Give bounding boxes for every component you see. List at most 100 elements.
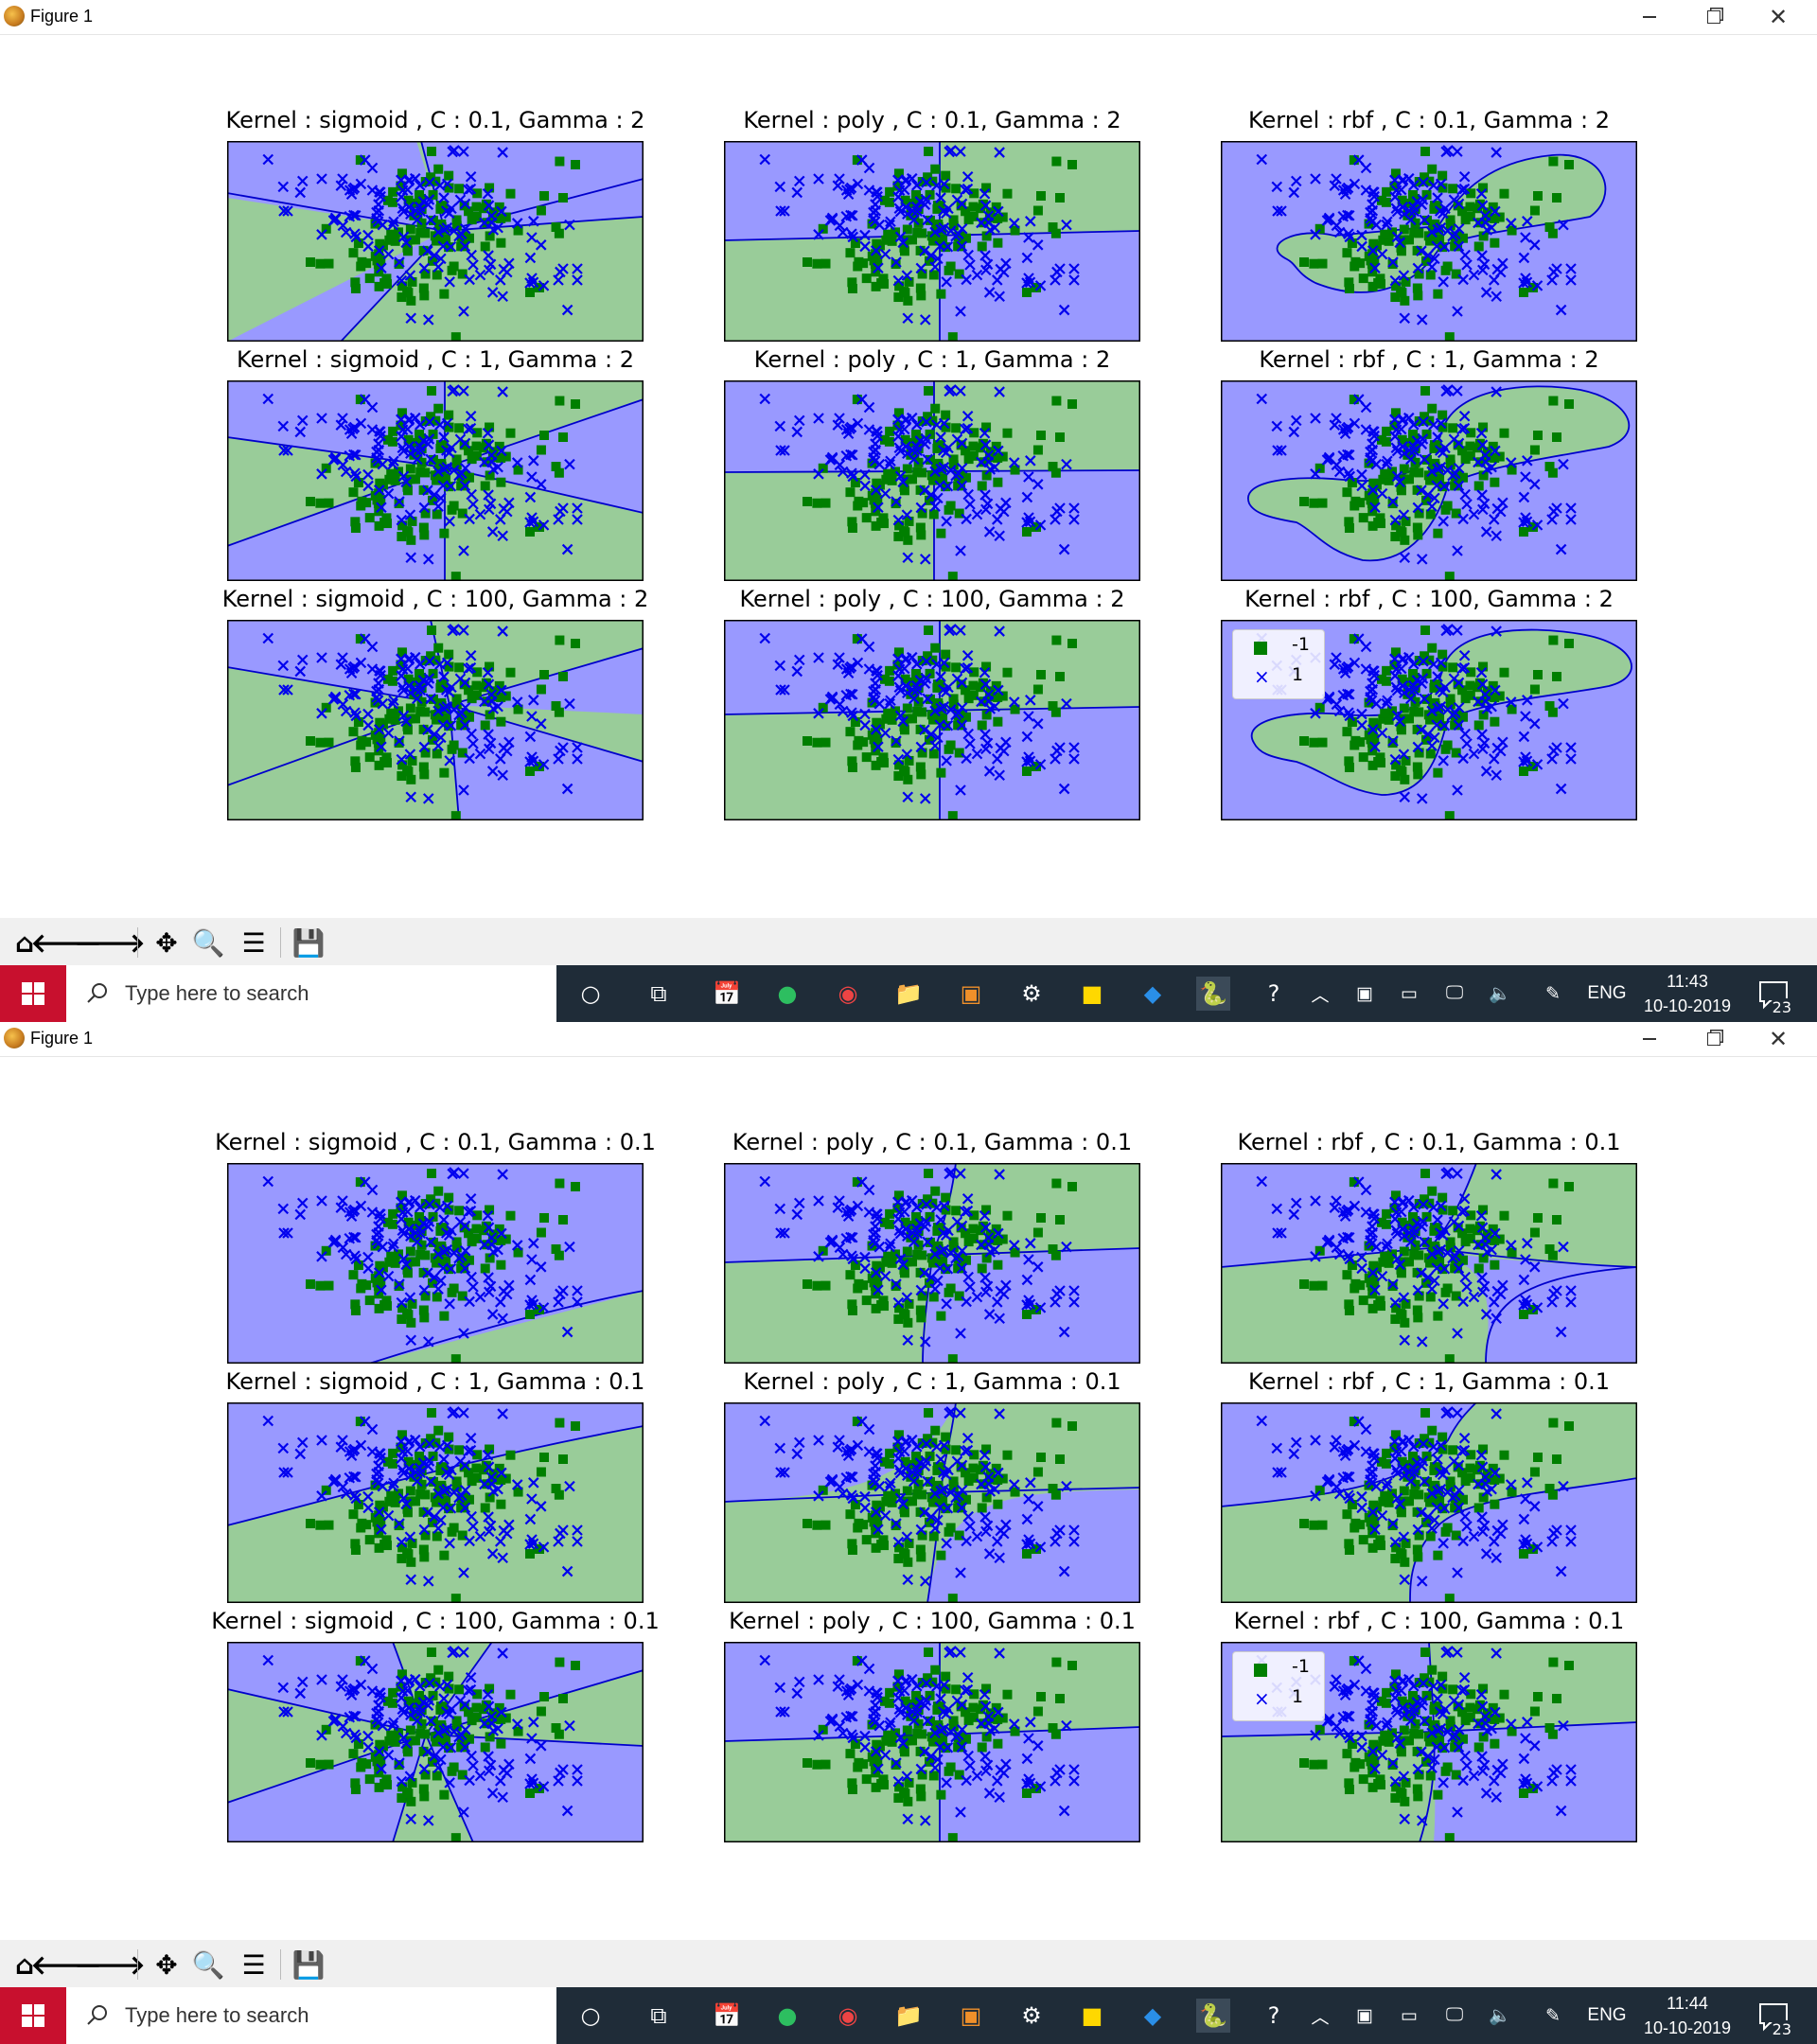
class-neg1-point <box>1378 474 1388 485</box>
input-language-button[interactable]: ENG <box>1582 965 1632 1022</box>
taskbar-app-button[interactable]: ◉ <box>831 977 865 1011</box>
taskbar-app-button[interactable]: ? <box>1257 977 1291 1011</box>
class-1-point <box>441 1484 453 1495</box>
class-1-point <box>911 180 923 191</box>
zoom-icon: 🔍 <box>191 926 225 959</box>
class-1-point <box>394 1757 405 1769</box>
taskbar-app-button[interactable]: ○ <box>573 977 608 1011</box>
tray-battery-button[interactable]: ▭ <box>1393 965 1425 1022</box>
class-1-point <box>921 656 932 667</box>
minimize-button[interactable] <box>1618 0 1681 34</box>
taskbar-app-button[interactable]: ■ <box>1075 977 1109 1011</box>
help-icon: ? <box>1267 980 1280 1007</box>
taskbar-clock[interactable]: 11:43 10-10-2019 <box>1635 969 1739 1018</box>
class-1-point <box>1432 192 1443 203</box>
class-neg1-point <box>397 1793 407 1804</box>
class-1-point <box>870 1460 881 1471</box>
class-1-point <box>1565 514 1577 525</box>
minimize-button[interactable] <box>1618 1022 1681 1056</box>
class-neg1-point <box>387 1458 397 1469</box>
show-hidden-icons-button[interactable]: ︿ <box>1306 965 1334 1022</box>
window-titlebar[interactable]: Figure 1 ✕ <box>0 0 1817 35</box>
class-neg1-point <box>891 467 901 477</box>
class-neg1-point <box>355 1177 365 1188</box>
class-1-point <box>444 1298 455 1310</box>
configure-subplots-button[interactable]: ☰ <box>235 925 273 960</box>
class-neg1-point <box>451 1237 462 1247</box>
class-neg1-point <box>1396 246 1406 256</box>
back-button[interactable]: 🡐 <box>30 925 101 960</box>
class-1-point <box>901 1292 913 1303</box>
figure-canvas[interactable]: Kernel : sigmoid , C : 0.1, Gamma : 2 Ker… <box>0 35 1817 917</box>
class-1-point <box>900 441 912 452</box>
class-neg1-point <box>1548 635 1559 645</box>
home-button[interactable]: ⌂ <box>6 925 44 960</box>
forward-button[interactable]: 🡒 <box>74 925 145 960</box>
restore-button[interactable] <box>1683 0 1745 34</box>
tray-app-button[interactable]: ▣ <box>1349 965 1381 1022</box>
class-neg1-point <box>930 164 941 174</box>
taskbar-search-box[interactable]: Type here to search <box>66 965 556 1022</box>
close-button[interactable]: ✕ <box>1747 0 1809 34</box>
class-neg1-point <box>917 1250 927 1260</box>
taskbar-app-button[interactable]: ● <box>770 977 804 1011</box>
class-neg1-point <box>480 241 490 252</box>
class-neg1-point <box>915 283 926 293</box>
class-1-point <box>1452 545 1463 556</box>
taskbar-app-button[interactable]: 📁 <box>891 977 926 1011</box>
tray-pen-button[interactable]: ✎ <box>1537 965 1569 1022</box>
class-neg1-point <box>1412 245 1422 256</box>
pan-button[interactable]: ✥ <box>148 925 185 960</box>
class-1-point <box>1343 1232 1355 1243</box>
class-1-point <box>906 412 918 424</box>
class-neg1-point <box>1427 643 1438 653</box>
action-center-button[interactable]: 23 <box>1755 975 1794 1016</box>
class-neg1-point <box>883 229 893 239</box>
class-1-point <box>1068 1536 1080 1547</box>
class-neg1-point <box>494 441 504 451</box>
class-neg1-point <box>1051 1657 1062 1667</box>
save-button[interactable]: 💾 <box>290 925 327 960</box>
class-neg1-point <box>1445 699 1455 710</box>
taskbar-app-button[interactable]: ◆ <box>1136 977 1170 1011</box>
class-neg1-point <box>867 730 877 740</box>
close-button[interactable]: ✕ <box>1747 1022 1809 1056</box>
class-neg1-point <box>1547 228 1558 238</box>
class-neg1-point <box>891 1249 901 1260</box>
taskbar-app-button[interactable]: 📅 <box>710 977 744 1011</box>
figure-canvas[interactable]: Kernel : sigmoid , C : 0.1, Gamma : 0.1 K… <box>0 1057 1817 1939</box>
tray-network-button[interactable]: 🖵 <box>1438 965 1471 1022</box>
window-titlebar[interactable]: Figure 1 ✕ <box>0 1022 1817 1057</box>
class-1-point <box>919 793 931 804</box>
class-1-point <box>906 1673 918 1685</box>
decision-region-plot <box>227 1163 644 1364</box>
class-1-point <box>535 1501 547 1512</box>
taskbar-app-button[interactable]: ▣ <box>954 977 988 1011</box>
class-1-point <box>1558 458 1569 470</box>
taskbar-app-button[interactable]: 🐍 <box>1196 977 1230 1011</box>
class-neg1-point <box>912 1249 923 1260</box>
restore-button[interactable] <box>1683 1022 1745 1056</box>
class-neg1-point <box>878 1295 889 1306</box>
class-1-point <box>1061 1241 1072 1253</box>
taskbar-app-button[interactable]: ⧉ <box>642 977 676 1011</box>
class-1-point <box>859 468 871 481</box>
class-neg1-point <box>941 482 951 492</box>
class-1-point <box>940 1469 952 1481</box>
zoom-button[interactable]: 🔍 <box>189 925 227 960</box>
class-neg1-point <box>1391 520 1402 531</box>
class-neg1-point <box>1425 749 1436 759</box>
taskbar-app-button[interactable]: ⚙ <box>1014 977 1049 1011</box>
class-1-point <box>1416 1460 1428 1471</box>
class-neg1-point <box>1397 1549 1407 1559</box>
class-1-point <box>362 719 374 731</box>
class-neg1-point <box>951 1684 961 1695</box>
tray-volume-button[interactable]: 🔈 <box>1484 965 1516 1022</box>
class-neg1-point <box>451 454 462 465</box>
class-neg1-point <box>1425 509 1436 520</box>
class-1-point <box>813 229 824 240</box>
class-neg1-point <box>1442 261 1453 272</box>
start-button[interactable] <box>0 965 66 1022</box>
class-neg1-point <box>981 1253 992 1263</box>
class-neg1-point <box>387 676 397 686</box>
